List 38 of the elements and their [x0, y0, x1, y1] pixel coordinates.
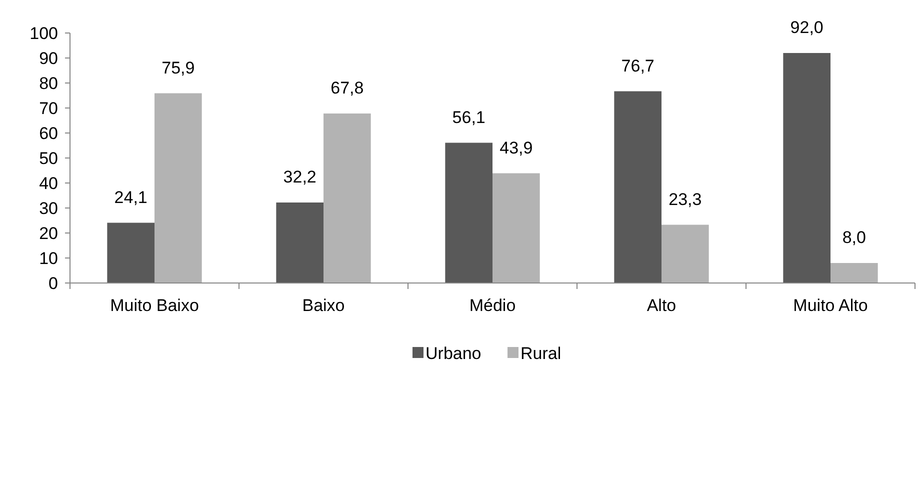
y-tick-label: 10 [39, 248, 58, 268]
data-label: 75,9 [162, 58, 195, 78]
y-tick-label: 80 [39, 74, 58, 93]
y-tick-label: 90 [39, 48, 58, 68]
bar [783, 53, 830, 283]
data-label: 23,3 [668, 190, 702, 209]
data-label: 92,0 [790, 18, 824, 37]
data-label: 76,7 [621, 56, 654, 76]
data-label: 24,1 [114, 188, 148, 207]
y-tick-label: 20 [39, 224, 58, 243]
y-tick-label: 50 [39, 148, 58, 168]
bar [830, 263, 878, 283]
bar [107, 222, 154, 283]
x-tick-label: Alto [646, 296, 676, 315]
x-tick-label: Muito Alto [793, 296, 868, 315]
y-tick-label: 60 [39, 124, 58, 143]
bar [492, 173, 540, 283]
bar [614, 91, 662, 283]
bar [662, 224, 709, 283]
y-tick-label: 40 [39, 174, 58, 193]
bar [154, 93, 202, 283]
bar [445, 142, 492, 283]
legend-label: Urbano [426, 344, 482, 363]
y-tick-label: 70 [39, 98, 58, 118]
data-label: 32,2 [283, 168, 316, 186]
x-tick-label: Médio [469, 296, 516, 315]
bar [324, 114, 371, 283]
y-tick-label: 0 [48, 274, 58, 293]
y-tick-label: 30 [39, 198, 58, 218]
x-tick-label: Muito Baixo [110, 296, 199, 315]
data-label: 43,9 [500, 138, 533, 158]
data-label: 67,8 [330, 78, 364, 98]
y-tick-label: 100 [30, 24, 58, 43]
data-label: 8,0 [842, 228, 866, 247]
bar [276, 202, 324, 283]
data-label: 56,1 [452, 108, 486, 127]
legend-label: Rural [520, 344, 562, 363]
x-tick-label: Baixo [302, 296, 345, 315]
